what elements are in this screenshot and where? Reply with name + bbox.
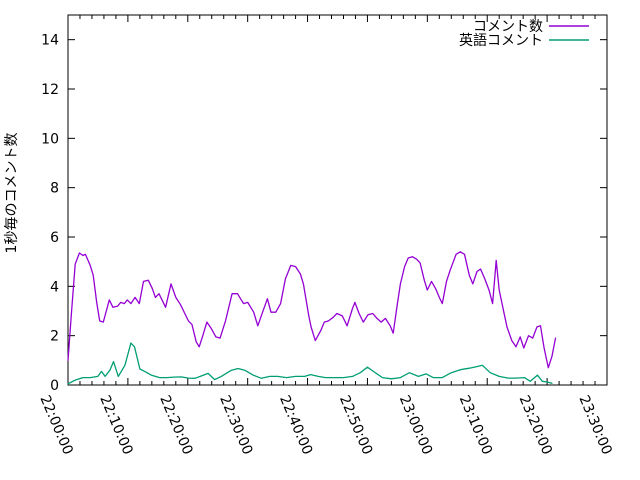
series-line-english-comments [67, 342, 553, 385]
legend-label: コメント数 [473, 19, 543, 35]
y-tick-label: 14 [41, 33, 59, 49]
x-tick-label: 23:20:00 [516, 393, 555, 457]
y-tick-label: 4 [50, 279, 59, 295]
x-tick-label: 22:00:00 [36, 393, 75, 457]
y-axis-title: 1秒毎のコメント数 [4, 133, 20, 254]
y-tick-label: 6 [50, 230, 59, 246]
x-tick-label: 23:30:00 [575, 393, 614, 457]
x-tick-label: 22:40:00 [276, 393, 315, 457]
x-tick-label: 22:30:00 [216, 393, 255, 457]
x-tick-label: 22:20:00 [156, 393, 195, 457]
y-tick-label: 12 [41, 82, 59, 98]
y-tick-label: 2 [50, 329, 59, 345]
axis-ticks [67, 15, 608, 386]
x-tick-label: 23:10:00 [456, 393, 495, 457]
plot-border [67, 14, 608, 386]
x-tick-label: 23:00:00 [396, 393, 435, 457]
y-tick-label: 10 [41, 131, 59, 147]
y-tick-label: 8 [50, 181, 59, 197]
legend-label: 英語コメント [459, 32, 543, 49]
x-tick-label: 22:50:00 [336, 393, 375, 457]
series-line-comments [67, 251, 557, 369]
x-tick-label: 22:10:00 [96, 393, 135, 457]
y-tick-label: 0 [50, 378, 59, 394]
